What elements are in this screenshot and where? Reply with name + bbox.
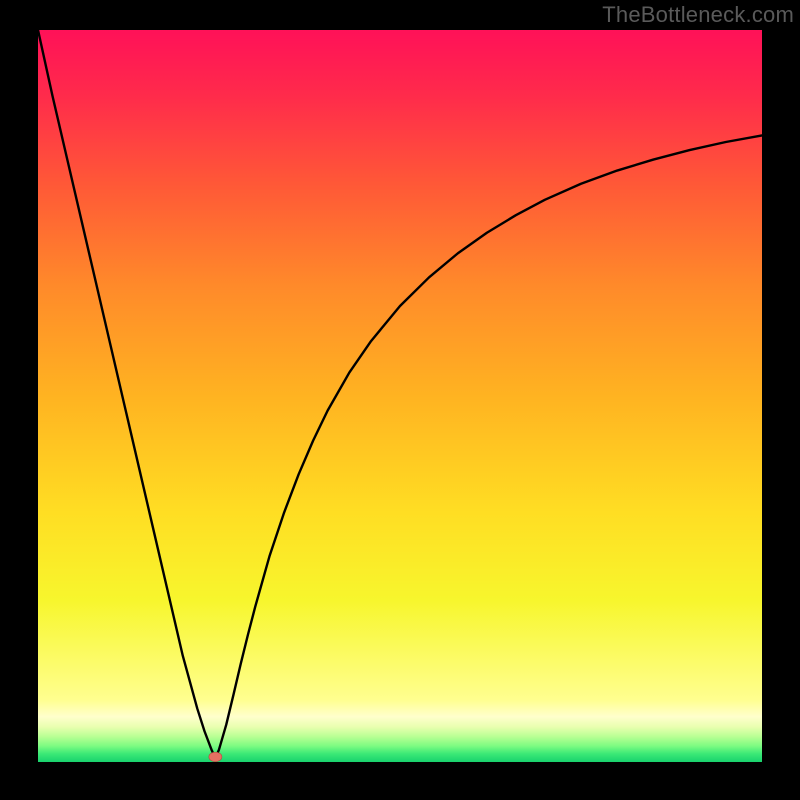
- plot-gradient-background: [38, 30, 762, 762]
- bottleneck-chart: [0, 0, 800, 800]
- watermark-text: TheBottleneck.com: [602, 0, 800, 28]
- chart-stage: TheBottleneck.com: [0, 0, 800, 800]
- minimum-marker: [209, 752, 222, 762]
